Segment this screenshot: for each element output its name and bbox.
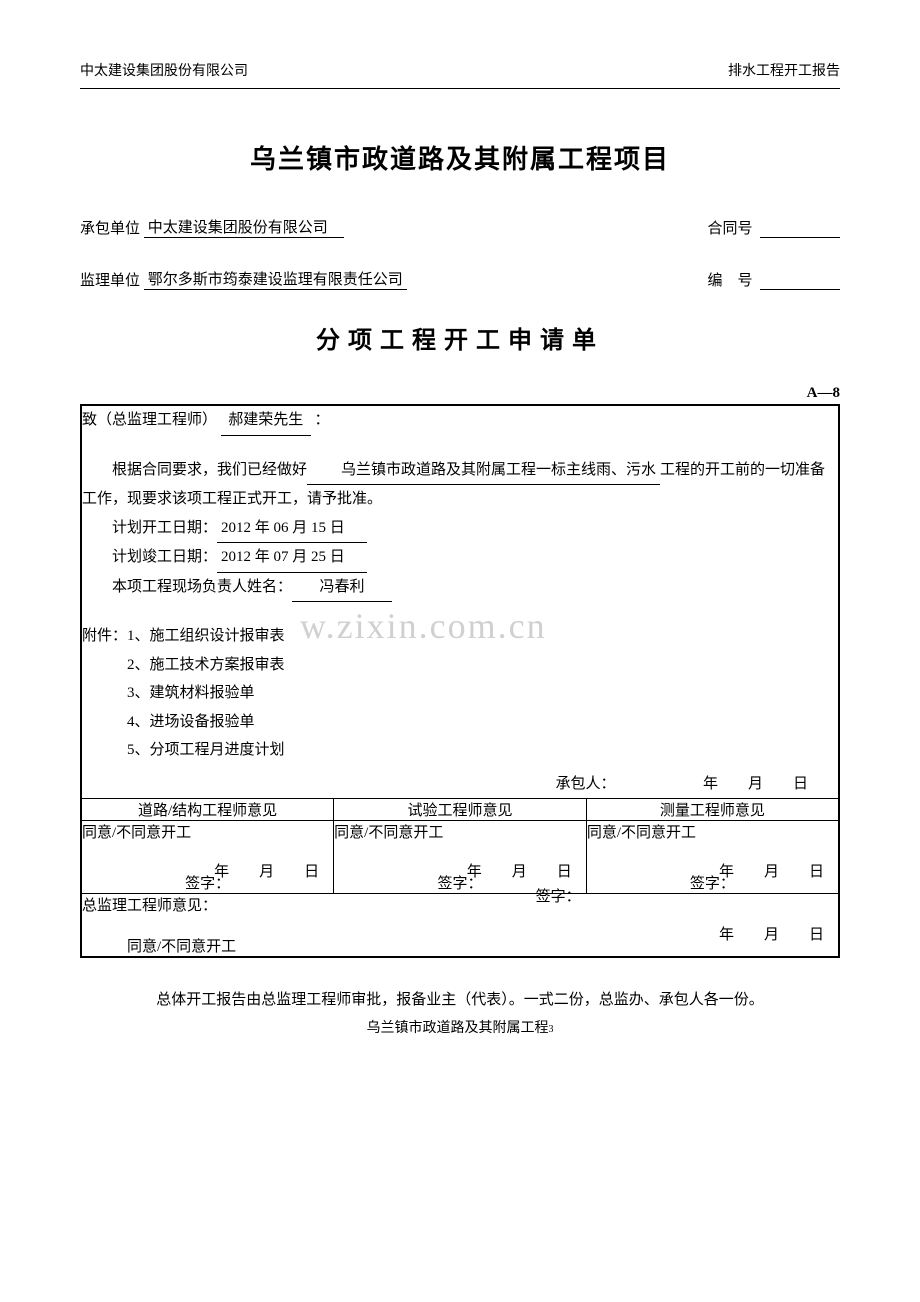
attach-item-4: 5、分项工程月进度计划 [82,736,838,765]
chief-label: 总监理工程师意见： [82,894,838,915]
supervisor-info-row: 监理单位 鄂尔多斯市筠泰建设监理有限责任公司 编 号 [80,268,840,290]
form-subtitle: 分项工程开工申请单 [80,320,840,355]
supervisor-value: 鄂尔多斯市筠泰建设监理有限责任公司 [144,268,407,290]
contract-no-label: 合同号 [707,217,752,238]
start-date: 2012 年 06 月 15 日 [217,514,367,544]
opinion-body-3: 同意/不同意开工 签字： 年 月 日 [586,821,839,894]
contractor-date-blank: 年 月 日 [703,776,808,792]
date-text-1: 年 月 日 [214,860,319,881]
agree-text-2: 同意/不同意开工 [334,821,586,842]
start-date-label: 计划开工日期： [112,520,217,536]
end-date: 2012 年 07 月 25 日 [217,543,367,573]
form-code: A—8 [80,385,840,402]
footer-note: 总体开工报告由总监理工程师审批，报备业主（代表）。一式二份，总监办、承包人各一份… [80,988,840,1009]
to-label: 致（总监理工程师） [82,412,217,428]
contractor-value: 中太建设集团股份有限公司 [144,216,344,238]
attach-label: 附件： [82,628,127,644]
project-name: 乌兰镇市政道路及其附属工程一标主线雨、污水 [307,456,660,486]
document-title: 乌兰镇市政道路及其附属工程项目 [80,139,840,176]
serial-label: 编 号 [707,269,752,290]
header-company: 中太建设集团股份有限公司 [80,60,248,80]
serial-value [760,289,840,290]
opinion-header-1: 道路/结构工程师意见 [81,799,334,821]
footer-page: 乌兰镇市政道路及其附属工程3 [80,1017,840,1037]
opinion-body-1: 同意/不同意开工 签字： 年 月 日 [81,821,334,894]
opinion-header-3: 测量工程师意见 [586,799,839,821]
agree-text-1: 同意/不同意开工 [82,821,333,842]
footer-page-text: 乌兰镇市政道路及其附属工程 [367,1021,549,1036]
attach-item-3: 4、进场设备报验单 [82,708,838,737]
footer-page-num: 3 [549,1024,554,1035]
end-date-label: 计划竣工日期： [112,549,217,565]
supervisor-label: 监理单位 [80,269,140,290]
contractor-label: 承包单位 [80,217,140,238]
to-colon: ： [315,412,330,428]
attach-item-1: 2、施工技术方案报审表 [82,651,838,680]
contract-no-value [760,237,840,238]
main-form-table: 致（总监理工程师） 郝建荣先生 ： 根据合同要求，我们已经做好乌兰镇市政道路及其… [80,404,840,958]
to-name: 郝建荣先生 [221,406,311,436]
date-text-2: 年 月 日 [467,860,572,881]
attach-item-2: 3、建筑材料报验单 [82,679,838,708]
header-report-type: 排水工程开工报告 [728,60,840,80]
agree-text-3: 同意/不同意开工 [587,821,838,842]
contractor-sign-label: 承包人： [555,776,615,792]
chief-opinion-cell: 总监理工程师意见： 同意/不同意开工 签字： 年 月 日 [81,894,839,958]
attach-item-0: 1、施工组织设计报审表 [127,628,285,644]
opinion-body-2: 同意/不同意开工 签字： 年 月 日 [334,821,587,894]
para-prefix: 根据合同要求，我们已经做好 [112,462,307,478]
main-content-cell: 致（总监理工程师） 郝建荣先生 ： 根据合同要求，我们已经做好乌兰镇市政道路及其… [81,405,839,799]
contractor-info-row: 承包单位 中太建设集团股份有限公司 合同号 [80,216,840,238]
manager-name: 冯春利 [292,573,392,603]
chief-date-text: 年 月 日 [719,923,824,944]
manager-label: 本项工程现场负责人姓名： [112,579,292,595]
page-header: 中太建设集团股份有限公司 排水工程开工报告 [80,60,840,89]
opinion-header-2: 试验工程师意见 [334,799,587,821]
chief-sign-label: 签字： [536,885,581,906]
date-text-3: 年 月 日 [719,860,824,881]
